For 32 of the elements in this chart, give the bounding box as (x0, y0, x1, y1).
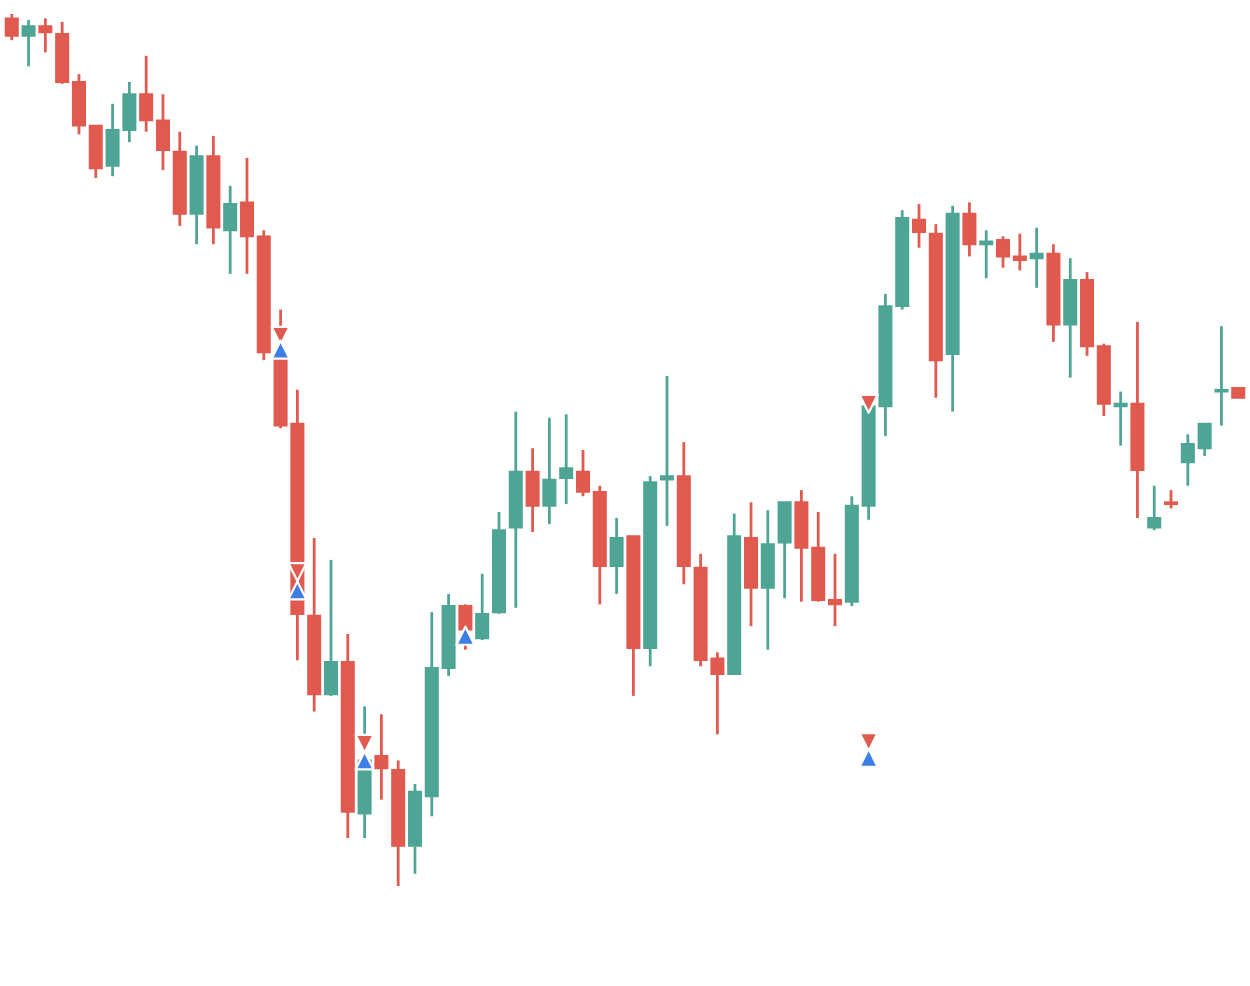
point (354, 733, 375, 754)
candlestick (777, 500, 792, 600)
point (858, 393, 879, 414)
candlestick (1147, 484, 1162, 532)
candlestick (1113, 390, 1128, 448)
point (270, 339, 291, 360)
candlestick (374, 712, 389, 802)
candlestick (1029, 226, 1044, 290)
candlestick (223, 184, 238, 276)
candlestick (525, 446, 540, 534)
candlestick (912, 202, 927, 250)
candlestick (4, 14, 19, 42)
candlestick (659, 374, 675, 528)
candlestick (1214, 324, 1229, 427)
candlestick (609, 516, 624, 596)
point (354, 750, 375, 771)
point (287, 561, 308, 583)
candlestick (458, 602, 473, 652)
candlestick (962, 200, 977, 258)
candlestick (542, 416, 557, 526)
candlestick (1063, 256, 1078, 380)
point (858, 747, 879, 768)
candlestick (323, 558, 338, 698)
candlestick (979, 228, 994, 280)
point (455, 625, 476, 646)
candlestick (21, 18, 36, 68)
candlestick (760, 508, 775, 652)
candlestick (38, 16, 53, 54)
candlestick (1164, 488, 1179, 510)
candlestick (559, 412, 574, 506)
point (287, 580, 308, 601)
candlestick (475, 572, 490, 642)
